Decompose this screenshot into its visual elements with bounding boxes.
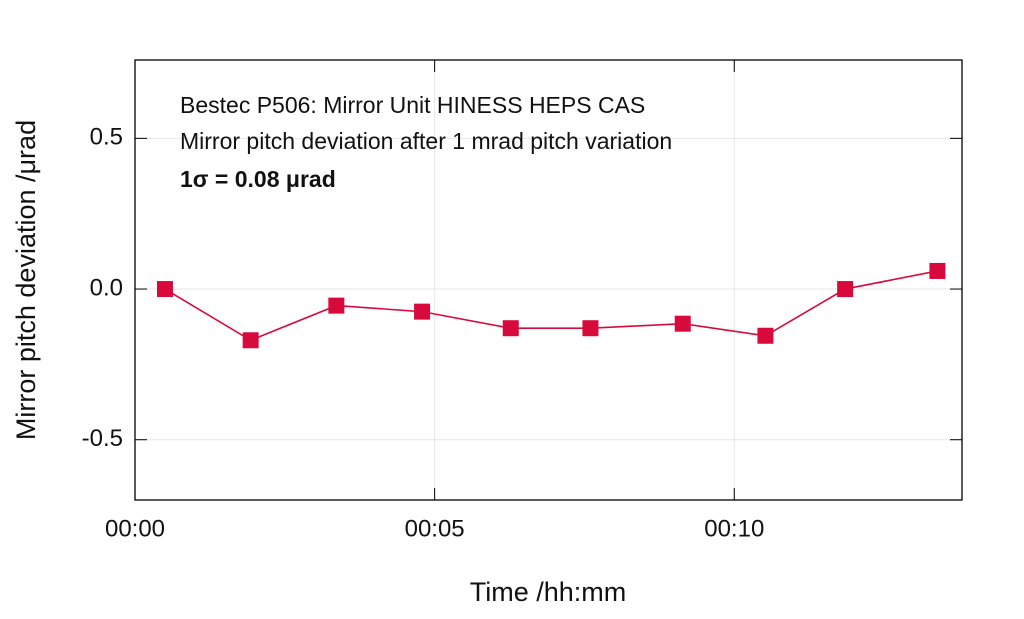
marker [582, 320, 599, 337]
marker [242, 332, 259, 349]
marker [328, 297, 345, 314]
plot-frame [134, 59, 963, 501]
annotation: 1σ = 0.08 μrad [180, 166, 336, 192]
x-tick-label: 00:05 [405, 515, 465, 542]
marker [837, 281, 854, 298]
y-tick-label: -0.5 [82, 425, 123, 452]
x-tick-label: 00:10 [704, 515, 764, 542]
marker [674, 315, 691, 332]
annotation: Bestec P506: Mirror Unit HINESS HEPS CAS [180, 92, 645, 118]
y-tick-label: 0.5 [90, 124, 123, 151]
y-axis-label: Mirror pitch deviation /μrad [11, 120, 41, 440]
marker [414, 303, 431, 320]
marker [929, 262, 946, 279]
line [164, 270, 938, 342]
annotation: Mirror pitch deviation after 1 mrad pitc… [180, 128, 672, 154]
x-tick-label: 00:00 [105, 515, 165, 542]
marker [502, 320, 519, 337]
marker [156, 281, 173, 298]
y-tick-label: 0.0 [90, 274, 123, 301]
x-axis-label: Time /hh:mm [470, 577, 627, 607]
grid [134, 60, 962, 500]
marker [757, 327, 774, 344]
